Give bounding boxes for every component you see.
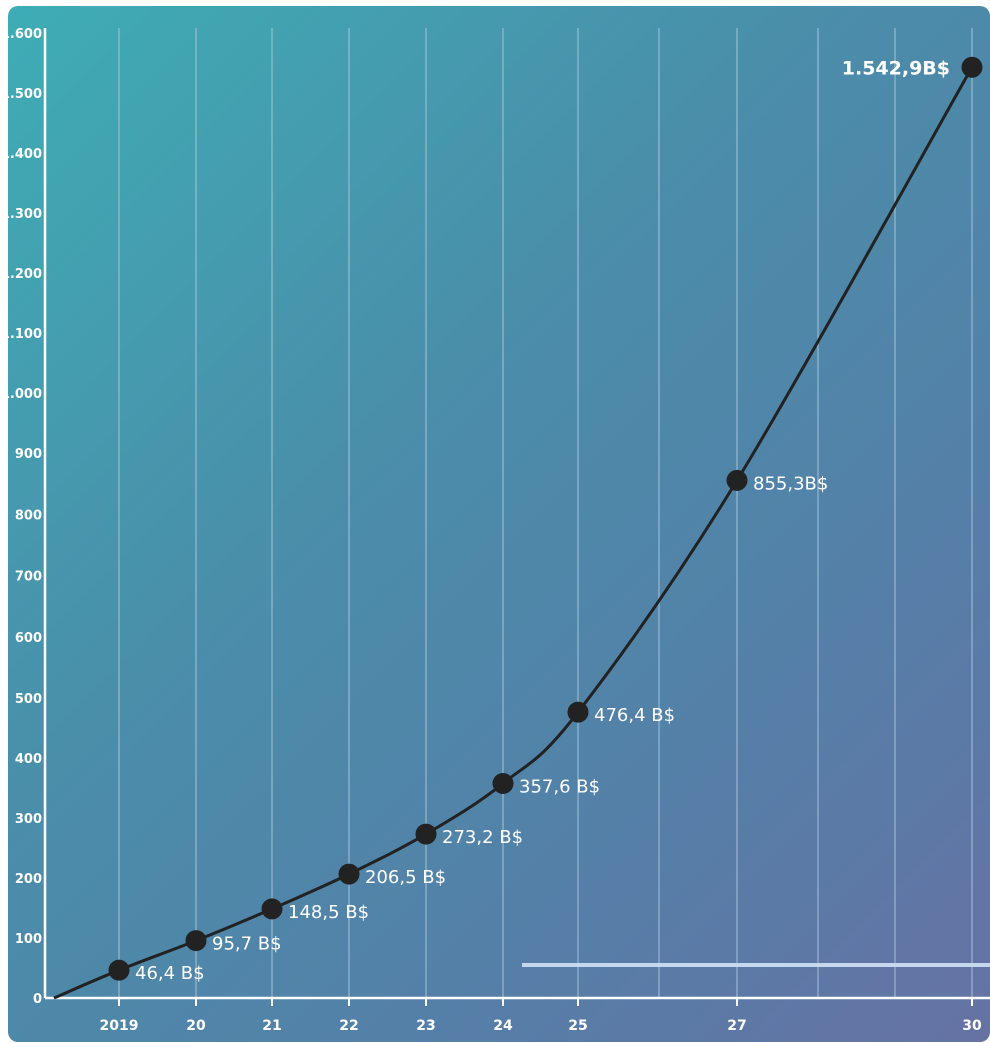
data-point [726,469,748,491]
data-point [415,823,437,845]
x-tick-label: 30 [962,1018,982,1034]
data-labels: 46,4 B$ 95,7 B$ 148,5 B$ 206,5 B$ 273,2 B$ 35… [135,57,950,984]
data-markers [108,56,983,981]
y-tick-label: 1.600 [8,27,42,42]
y-tick-label: 0 [33,992,42,1007]
y-tick-label: 700 [15,570,42,585]
y-tick-label: 200 [15,872,42,887]
y-tick-label: 100 [15,932,42,947]
x-tick-label: 25 [568,1018,587,1034]
x-tick-label: 20 [186,1018,206,1034]
data-point [567,701,589,723]
data-label: 1.542,9B$ [842,57,950,79]
x-axis-ticks: 2019 20 21 22 23 24 25 27 30 [100,998,982,1034]
y-tick-label: 1.100 [8,327,42,342]
y-tick-label: 600 [15,631,42,646]
x-tick-label: 2019 [100,1018,139,1034]
x-tick-label: 21 [262,1018,281,1034]
data-label: 46,4 B$ [135,963,205,984]
data-label: 476,4 B$ [594,705,675,726]
series-line [53,66,974,1000]
x-tick-label: 22 [339,1018,358,1034]
x-tick-label: 23 [416,1018,435,1034]
x-tick-label: 27 [727,1018,746,1034]
data-point [961,56,983,78]
y-tick-label: 1.000 [8,387,42,402]
x-tick-label: 24 [493,1018,513,1034]
data-label: 206,5 B$ [365,867,446,888]
y-tick-label: 1.300 [8,207,42,222]
y-tick-label: 300 [15,812,42,827]
y-tick-label: 800 [15,508,42,523]
y-tick-label: 1.400 [8,147,42,162]
data-label: 273,2 B$ [442,827,523,848]
data-point [261,898,283,920]
data-point [185,930,207,952]
y-tick-label: 500 [15,692,42,707]
y-tick-label: 400 [15,752,42,767]
data-label: 95,7 B$ [212,934,282,955]
data-point [338,863,360,885]
data-label: 357,6 B$ [519,776,600,797]
data-label: 855,3B$ [753,473,828,494]
data-point [492,772,514,794]
y-axis-ticks: 0 100 200 300 400 500 600 700 800 900 1.000 1.100 1.… [8,27,42,1007]
gridlines [118,28,973,998]
y-tick-label: 900 [15,447,42,462]
data-point [108,959,130,981]
y-tick-label: 1.200 [8,267,42,282]
line-chart: 0 100 200 300 400 500 600 700 800 900 1.000 1.100 1.… [8,27,990,1034]
data-label: 148,5 B$ [288,902,369,923]
chart-card: 0 100 200 300 400 500 600 700 800 900 1.000 1.100 1.… [8,6,990,1042]
y-tick-label: 1.500 [8,87,42,102]
